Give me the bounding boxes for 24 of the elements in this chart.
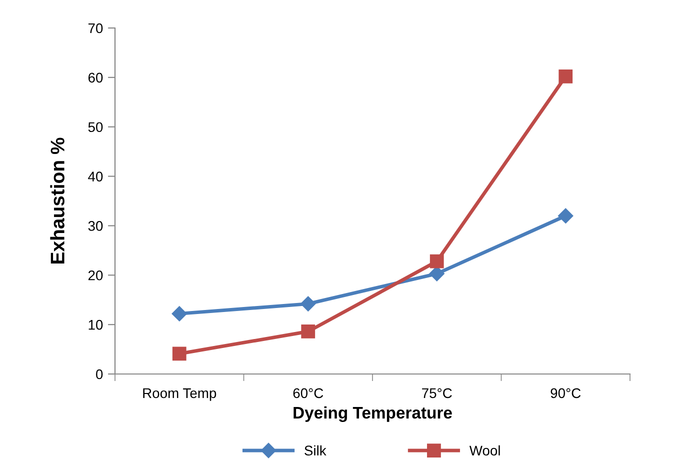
y-tick-label: 40 (88, 172, 103, 182)
point (172, 306, 187, 322)
point (300, 296, 316, 312)
point (430, 254, 444, 268)
legend-label: Wool (469, 445, 500, 456)
y-tick-label: 50 (88, 122, 103, 132)
point (301, 324, 316, 338)
y-tick-label: 30 (88, 221, 103, 231)
point (558, 69, 573, 84)
point (429, 266, 444, 282)
x-tick-label: Room Temp (143, 388, 216, 401)
x-tick-label: 90°C (550, 388, 581, 398)
y-tick-label: 10 (88, 320, 103, 330)
y-tick-label: 20 (88, 270, 103, 280)
point (172, 346, 186, 361)
y-tick-label: 70 (88, 23, 103, 34)
y-tick-label: 0 (96, 369, 103, 380)
x-tick-label: 60°C (293, 388, 324, 398)
y-axis-title: Exhaustion % (50, 138, 64, 264)
x-axis-title: Dyeing Temperature (294, 406, 452, 422)
x-tick-label: 75°C (422, 388, 452, 398)
point (558, 208, 574, 224)
y-tick-label: 60 (88, 72, 103, 83)
legend-label: Silk (304, 445, 326, 456)
